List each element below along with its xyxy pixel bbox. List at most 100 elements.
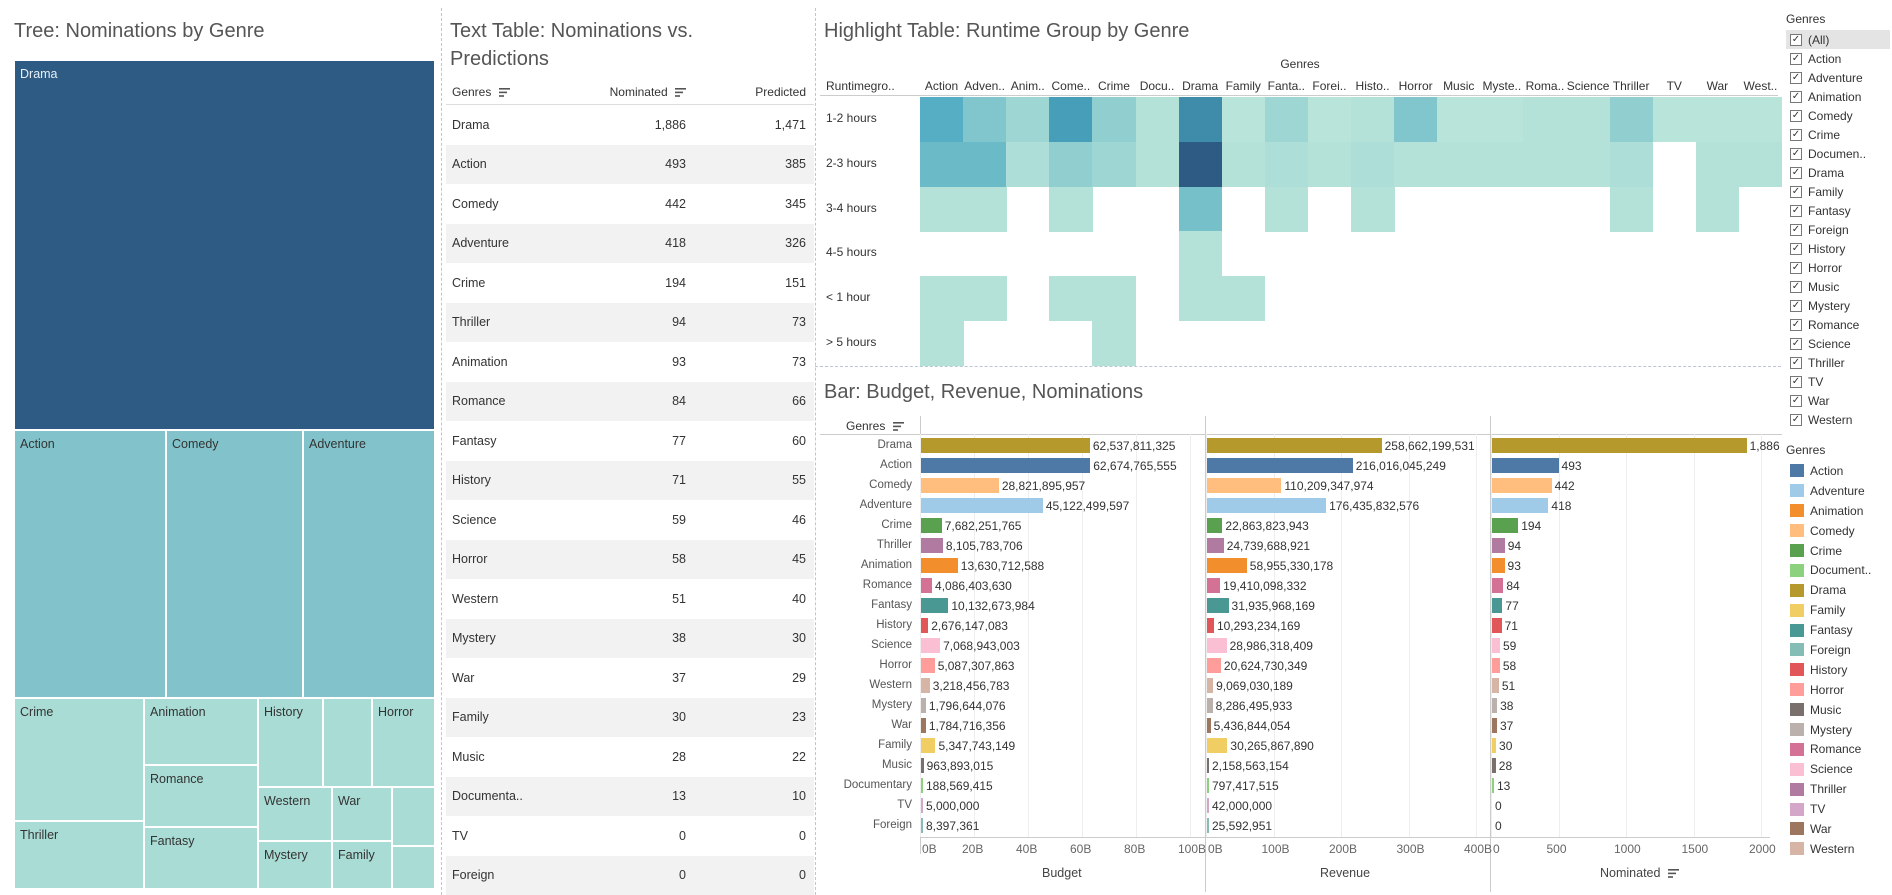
bar-adventure-budget[interactable]	[921, 498, 1043, 513]
heat-cell[interactable]	[1135, 97, 1180, 143]
heat-cell[interactable]	[1178, 186, 1223, 232]
sort-icon[interactable]	[675, 88, 686, 98]
bar-category-label[interactable]: Romance	[862, 579, 912, 591]
checkbox-checked-icon[interactable]: ✓	[1790, 394, 1802, 407]
treemap-cell-action[interactable]: Action	[14, 430, 166, 698]
checkbox-checked-icon[interactable]: ✓	[1790, 337, 1802, 350]
column-header-drama[interactable]: Drama	[1182, 79, 1219, 93]
heat-cell[interactable]	[1437, 141, 1481, 188]
heat-cell[interactable]	[1264, 141, 1309, 188]
nominated-header[interactable]: Nominated	[609, 85, 668, 99]
treemap-cell-animation[interactable]: Animation	[144, 698, 258, 765]
bar-crime-nominated[interactable]	[1492, 518, 1519, 533]
treemap-cell-war[interactable]: War	[332, 787, 392, 841]
column-header-anim[interactable]: Anim..	[1010, 79, 1045, 93]
heat-cell[interactable]	[920, 97, 964, 143]
checkbox-checked-icon[interactable]: ✓	[1790, 185, 1802, 198]
heat-cell[interactable]	[1609, 186, 1654, 232]
bar-category-label[interactable]: Horror	[879, 659, 912, 671]
bar-mystery-nominated[interactable]	[1492, 698, 1498, 713]
bar-action-nominated[interactable]	[1492, 458, 1559, 473]
heat-cell[interactable]	[1178, 141, 1223, 188]
checkbox-checked-icon[interactable]: ✓	[1790, 166, 1802, 179]
bar-adventure-revenue[interactable]	[1207, 498, 1327, 513]
bar-action-revenue[interactable]	[1207, 458, 1353, 473]
treemap-cell-horror[interactable]: Horror	[372, 698, 435, 787]
bar-animation-nominated[interactable]	[1492, 558, 1505, 573]
filter-item-western[interactable]: ✓ Western	[1786, 410, 1890, 429]
legend-item-romance[interactable]: Romance	[1786, 739, 1890, 759]
treemap-cell-comedy[interactable]: Comedy	[166, 430, 303, 698]
table-row[interactable]: History 71 55	[446, 460, 814, 500]
bar-science-budget[interactable]	[921, 638, 941, 653]
treemap-cell-fantasy[interactable]: Fantasy	[144, 827, 258, 889]
heat-cell[interactable]	[1738, 97, 1783, 143]
bar-category-label[interactable]: Mystery	[871, 699, 912, 711]
sort-icon[interactable]	[892, 422, 904, 432]
table-row[interactable]: Foreign 0 0	[446, 855, 814, 895]
bar-thriller-nominated[interactable]	[1492, 538, 1505, 553]
legend-item-drama[interactable]: Drama	[1786, 580, 1890, 600]
filter-item-horror[interactable]: ✓ Horror	[1786, 258, 1890, 277]
heat-cell[interactable]	[1351, 97, 1395, 143]
row-header-1-2-hours[interactable]: 1-2 hours	[826, 111, 877, 125]
table-row[interactable]: Science 59 46	[446, 500, 814, 540]
filter-item-crime[interactable]: ✓ Crime	[1786, 125, 1890, 144]
heat-cell[interactable]	[1178, 276, 1223, 322]
bar-science-nominated[interactable]	[1492, 638, 1500, 653]
heat-cell[interactable]	[1178, 97, 1223, 143]
bar-crime-budget[interactable]	[921, 518, 942, 533]
table-row[interactable]: TV 0 0	[446, 816, 814, 856]
filter-item-war[interactable]: ✓ War	[1786, 391, 1890, 410]
bar-drama-revenue[interactable]	[1207, 438, 1382, 453]
checkbox-checked-icon[interactable]: ✓	[1790, 280, 1802, 293]
bar-thriller-revenue[interactable]	[1207, 538, 1224, 553]
legend-item-war[interactable]: War	[1786, 819, 1890, 839]
column-header-war[interactable]: War	[1706, 79, 1729, 93]
table-row[interactable]: Thriller 94 73	[446, 302, 814, 342]
bar-science-revenue[interactable]	[1207, 638, 1227, 653]
bar-comedy-revenue[interactable]	[1207, 478, 1282, 493]
bar-category-label[interactable]: Music	[881, 759, 912, 771]
heat-cell[interactable]	[1264, 97, 1309, 143]
treemap-cell-adventure[interactable]: Adventure	[303, 430, 435, 698]
bar-family-revenue[interactable]	[1207, 738, 1228, 753]
checkbox-checked-icon[interactable]: ✓	[1790, 356, 1802, 369]
treemap-cell[interactable]	[392, 787, 435, 846]
checkbox-checked-icon[interactable]: ✓	[1790, 223, 1802, 236]
bar-comedy-budget[interactable]	[921, 478, 999, 493]
table-row[interactable]: Family 30 23	[446, 697, 814, 737]
checkbox-checked-icon[interactable]: ✓	[1790, 299, 1802, 312]
bar-adventure-nominated[interactable]	[1492, 498, 1549, 513]
heat-cell[interactable]	[1523, 141, 1567, 188]
bar-mystery-revenue[interactable]	[1207, 698, 1213, 713]
checkbox-checked-icon[interactable]: ✓	[1790, 33, 1802, 46]
bar-category-label[interactable]: Action	[880, 459, 912, 471]
heat-cell[interactable]	[963, 141, 1007, 188]
bar-foreign-revenue[interactable]	[1207, 818, 1209, 833]
bar-romance-budget[interactable]	[921, 578, 933, 593]
row-header-1-hour[interactable]: < 1 hour	[826, 290, 871, 305]
column-header-adven[interactable]: Adven..	[964, 79, 1005, 93]
table-row[interactable]: Horror 58 45	[446, 539, 814, 579]
heat-cell[interactable]	[1006, 141, 1050, 188]
bar-animation-revenue[interactable]	[1207, 558, 1247, 573]
heat-cell[interactable]	[1092, 141, 1136, 188]
heat-cell[interactable]	[1652, 97, 1697, 143]
heat-cell[interactable]	[1307, 141, 1352, 188]
sort-icon[interactable]	[1667, 869, 1679, 879]
bar-western-nominated[interactable]	[1492, 678, 1499, 693]
bar-family-budget[interactable]	[921, 738, 936, 753]
row-header-2-3-hours[interactable]: 2-3 hours	[826, 155, 877, 170]
heat-cell[interactable]	[1695, 186, 1740, 232]
filter-item-music[interactable]: ✓ Music	[1786, 277, 1890, 296]
heat-cell[interactable]	[1394, 97, 1438, 143]
table-row[interactable]: Drama 1,886 1,471	[446, 105, 814, 145]
bar-war-nominated[interactable]	[1492, 718, 1497, 733]
row-header-5-hours[interactable]: > 5 hours	[826, 335, 877, 349]
column-header-west[interactable]: West..	[1743, 79, 1778, 93]
filter-item-animation[interactable]: ✓ Animation	[1786, 87, 1890, 106]
legend-item-horror[interactable]: Horror	[1786, 680, 1890, 700]
heat-cell[interactable]	[963, 97, 1007, 143]
bar-history-revenue[interactable]	[1207, 618, 1214, 633]
